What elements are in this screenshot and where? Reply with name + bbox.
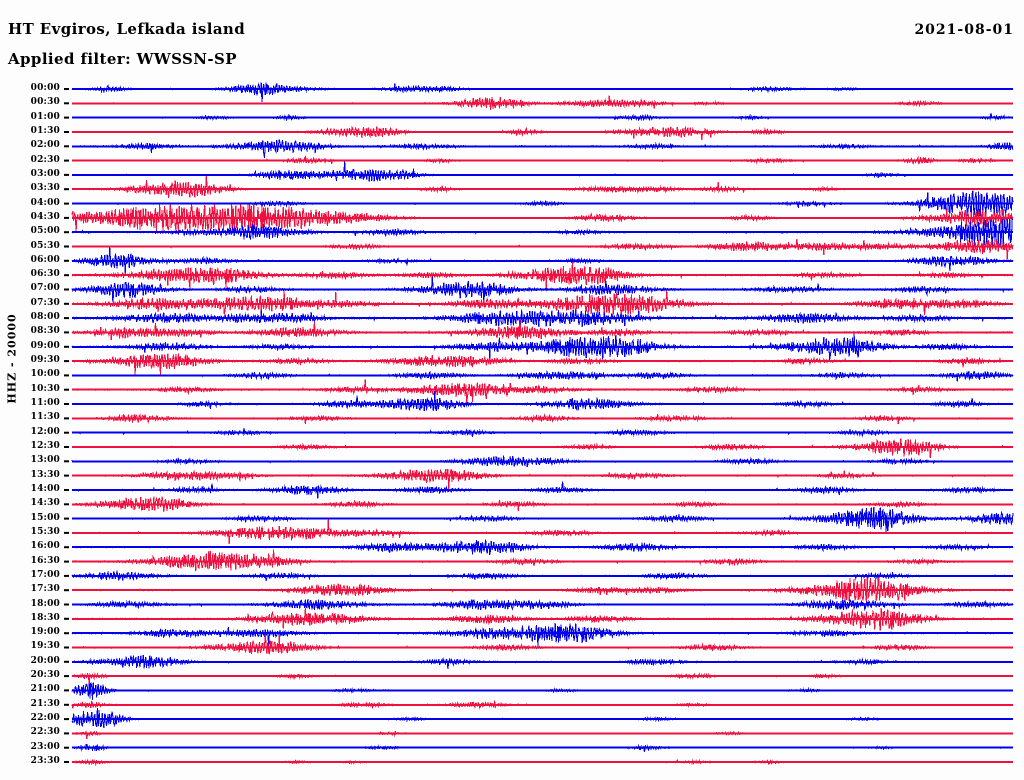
seismic-trace <box>71 623 1014 647</box>
seismic-trace <box>71 319 1014 341</box>
time-tick-label: 20:00 <box>30 655 60 666</box>
time-tick-label: 16:30 <box>30 555 60 566</box>
seismic-trace <box>71 379 1014 403</box>
record-date: 2021-08-01 <box>914 22 1014 38</box>
time-tick-label: 13:30 <box>30 469 60 480</box>
time-tick-label: 21:30 <box>30 698 60 709</box>
time-tick-label: 00:30 <box>30 97 60 108</box>
time-tick-label: 22:00 <box>30 713 60 724</box>
seismic-trace <box>71 353 1014 375</box>
seismic-trace <box>71 390 1014 412</box>
time-tick-label: 09:00 <box>30 340 60 351</box>
trace-canvas <box>64 82 1014 767</box>
time-tick-label: 19:00 <box>30 627 60 638</box>
time-tick-label: 21:00 <box>30 684 60 695</box>
seismic-trace <box>71 549 1013 571</box>
time-tick-label: 12:00 <box>30 426 60 437</box>
time-tick-label: 18:00 <box>30 598 60 609</box>
time-tick-label: 03:00 <box>30 168 60 179</box>
seismic-trace <box>71 239 1014 260</box>
time-tick-label: 00:00 <box>30 83 60 93</box>
time-tick-label: 09:30 <box>30 355 60 366</box>
time-tick-label: 17:00 <box>30 569 60 580</box>
time-tick-label: 04:30 <box>30 211 60 222</box>
time-tick-label: 17:30 <box>30 584 60 595</box>
time-tick-label: 19:30 <box>30 641 60 652</box>
time-tick-label: 18:30 <box>30 612 60 623</box>
seismic-trace <box>71 138 1014 159</box>
time-tick-label: 12:30 <box>30 441 60 451</box>
time-tick-label: 16:00 <box>30 541 60 552</box>
time-tick-label: 01:00 <box>30 111 60 122</box>
time-tick-label: 10:30 <box>30 383 60 394</box>
time-tick-label: 23:00 <box>30 741 60 752</box>
time-tick-label: 02:30 <box>30 154 60 165</box>
seismic-trace <box>71 82 1014 103</box>
time-tick-label: 11:30 <box>30 412 60 423</box>
time-tick-label: 02:00 <box>30 140 60 151</box>
time-tick-label: 13:00 <box>30 455 60 466</box>
time-tick-label: 07:00 <box>30 283 60 294</box>
seismic-trace <box>71 125 1014 140</box>
time-tick-label: 04:00 <box>30 197 60 208</box>
time-tick-label: 20:30 <box>30 670 60 681</box>
page-title: HT Evgiros, Lefkada island <box>8 20 246 38</box>
time-tick-label: 22:30 <box>30 727 60 738</box>
time-tick-label: 15:00 <box>30 512 60 523</box>
time-tick-label: 01:30 <box>30 125 60 136</box>
time-tick-label: 08:00 <box>30 312 60 323</box>
time-tick-label: 08:30 <box>30 326 60 337</box>
time-tick-label: 05:00 <box>30 226 60 237</box>
applied-filter-label: Applied filter: WWSSN-SP <box>8 50 237 68</box>
seismic-trace <box>71 707 1014 729</box>
time-tick-label: 06:30 <box>30 269 60 280</box>
time-tick-label: 07:30 <box>30 297 60 308</box>
time-tick-label: 15:30 <box>30 526 60 537</box>
time-tick-label: 05:30 <box>30 240 60 251</box>
time-tick-label: 14:30 <box>30 498 60 509</box>
seismic-trace <box>71 438 1013 458</box>
time-tick-label: 23:30 <box>30 756 60 767</box>
seismic-trace <box>71 161 1014 182</box>
seismic-trace <box>71 519 1013 544</box>
seismic-trace <box>71 176 1014 198</box>
time-tick-label: 14:00 <box>30 483 60 494</box>
time-tick-label: 06:00 <box>30 254 60 265</box>
time-tick-label: 11:00 <box>30 398 60 409</box>
seismic-trace <box>71 468 1014 489</box>
helicorder-plot: 00:00 00:30 01:00 01:30 02:00 02:30 03:00 03:30… <box>0 78 1024 773</box>
time-tick-label: 03:30 <box>30 183 60 194</box>
time-tick-label: 10:00 <box>30 369 60 380</box>
